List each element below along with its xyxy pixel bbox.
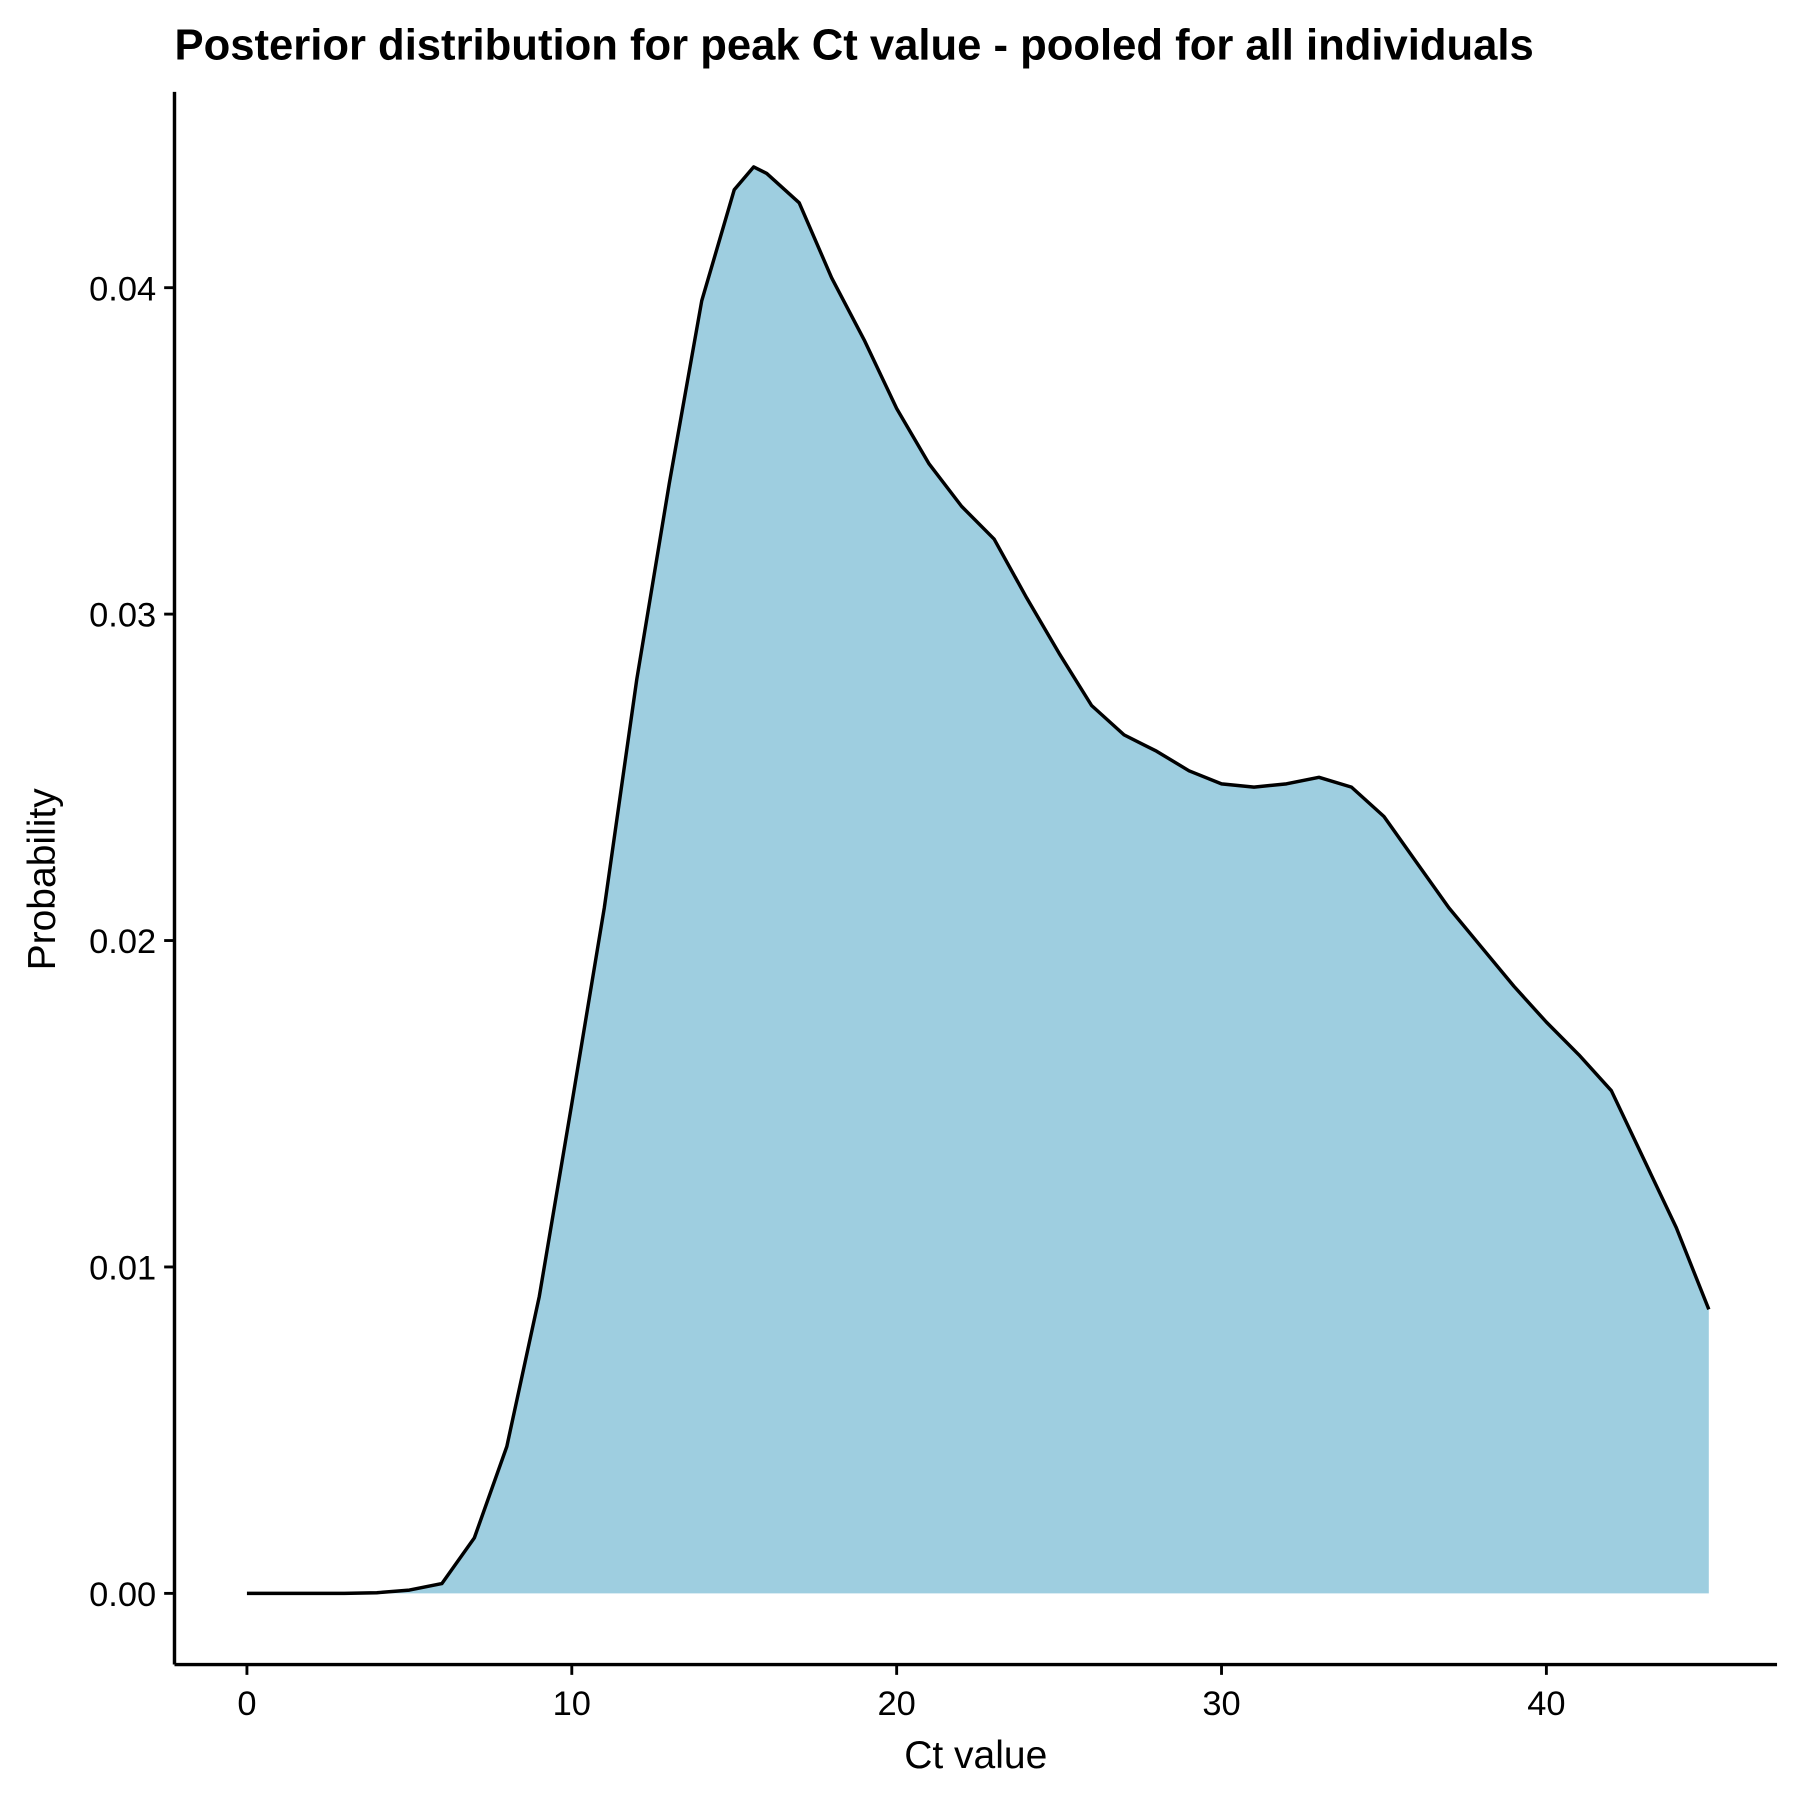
y-tick-label: 0.01 xyxy=(89,1250,156,1288)
x-tick-label: 40 xyxy=(1527,1685,1565,1723)
y-axis-title: Probability xyxy=(21,788,64,971)
x-tick-label: 10 xyxy=(553,1685,591,1723)
x-tick-label: 20 xyxy=(878,1685,916,1723)
density-line xyxy=(246,165,1711,1596)
density-area xyxy=(246,166,1709,1594)
y-tick-label: 0.02 xyxy=(89,923,156,961)
x-tick-label: 30 xyxy=(1202,1685,1240,1723)
x-axis-title: Ct value xyxy=(904,1734,1047,1777)
x-tick-label: 0 xyxy=(237,1685,256,1723)
y-tick-label: 0.00 xyxy=(89,1576,156,1614)
y-tick-label: 0.04 xyxy=(89,270,156,308)
y-tick-label: 0.03 xyxy=(89,597,156,635)
chart-title: Posterior distribution for peak Ct value… xyxy=(174,22,1533,70)
